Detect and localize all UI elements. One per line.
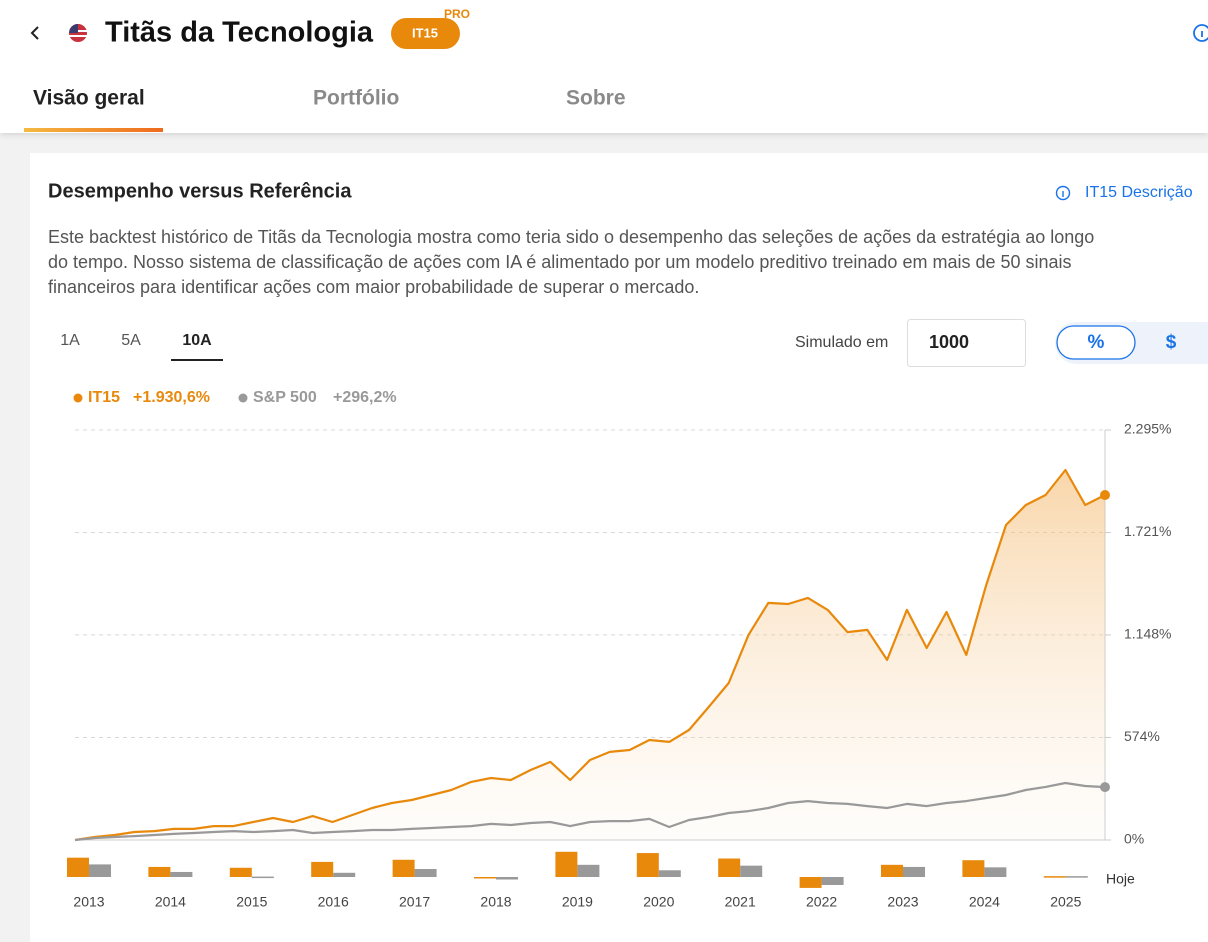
bar [311,861,334,877]
amount-input[interactable] [907,319,1026,367]
top-bar [0,0,1208,133]
description-line: do tempo. Nosso sistema de classificação… [48,252,1072,272]
bar [333,872,356,877]
bar [1065,876,1088,878]
x-tick-label: 2018 [480,894,511,910]
y-tick-label: 0% [1124,831,1144,847]
badge-text: IT15 [412,25,438,40]
bar [229,867,252,877]
description-line: financeiros para identificar ações com m… [48,277,699,297]
period-button[interactable]: 10A [182,332,212,349]
bar [496,877,518,880]
area [75,470,1105,840]
x-tick-label: 2021 [725,894,756,910]
unit-option[interactable]: $ [1166,332,1177,353]
page-title: Titãs da Tecnologia [105,17,374,49]
tab-indicator [24,128,163,132]
tab[interactable]: Sobre [566,87,626,110]
tab[interactable]: Visão geral [33,87,145,110]
y-tick-label: 2.295% [1124,421,1171,437]
bar [658,870,681,877]
tab[interactable]: Portfólio [313,87,399,110]
bar [89,864,111,877]
bar [881,864,903,877]
period-indicator [171,359,223,361]
x-tick-label: 2015 [236,894,267,910]
x-tick-label: 2022 [806,894,837,910]
bar [903,866,925,877]
amount-value: 1000 [929,332,969,352]
bar [67,857,89,877]
x-tick-label: 2017 [399,894,430,910]
bar [414,869,437,877]
end-point [1100,490,1110,501]
chart: 0% 574% 1.148% 1.721% 2.295% 2013 2014 2015 2016… [67,421,1171,910]
x-tick-label: 2019 [562,894,593,910]
legend-dot [238,393,248,403]
info-icon [1055,185,1071,201]
line [74,781,1106,842]
bar [577,864,600,877]
bar [474,877,496,879]
legend-change: +1.930,6% [133,389,210,406]
bar [555,851,578,877]
period-button[interactable]: 1A [60,332,80,349]
flag-icon [69,24,87,42]
bar [170,871,193,877]
line [74,468,1106,842]
pro-tag: PRO [444,7,470,21]
bar [984,867,1007,877]
end-point [1100,782,1110,793]
bar [251,876,274,879]
x-tick-label: 2013 [73,894,104,910]
x-tick-label: 2016 [318,894,349,910]
bar [718,858,741,877]
legend-name: S&P 500 [253,389,317,406]
x-tick-label: 2023 [887,894,918,910]
x-tick-label: 2025 [1050,894,1081,910]
y-tick-label: 574% [1124,728,1160,744]
y-tick-label: 1.721% [1124,523,1171,539]
legend-name: IT15 [88,389,120,406]
card-title: Desempenho versus Referência [48,180,352,202]
bar [740,865,763,877]
bar [148,866,171,877]
period-button[interactable]: 5A [121,332,141,349]
description-line: Este backtest histórico de Titãs da Tecn… [48,227,1094,247]
bar [392,859,415,877]
info-button[interactable] [1193,24,1208,42]
legend-change: +296,2% [333,389,397,406]
bar [636,853,659,877]
x-tick-label: 2020 [643,894,674,910]
end-label: Hoje [1106,871,1135,887]
bar [821,877,844,885]
unit-option-active[interactable] [1056,325,1136,360]
simulated-label: Simulado em [795,334,888,351]
bar [799,877,822,888]
back-button[interactable] [30,26,39,40]
legend-dot [73,393,83,403]
y-tick-label: 1.148% [1124,626,1171,642]
x-tick-label: 2024 [969,894,1000,910]
bar [962,860,985,877]
description-link[interactable]: IT15 Descrição [1085,184,1193,201]
badge [391,18,460,49]
bar [1043,876,1066,878]
x-tick-label: 2014 [155,894,186,910]
unit-option[interactable]: % [1088,332,1105,353]
